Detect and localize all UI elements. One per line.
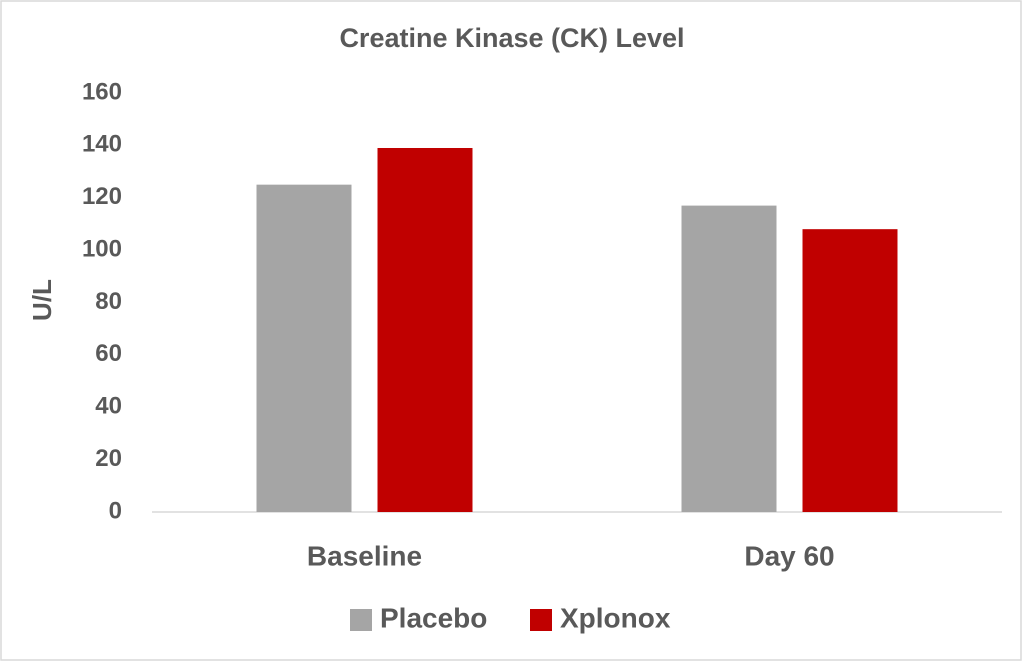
bar [681,205,777,512]
y-tick-label: 160 [82,78,122,105]
x-tick-label: Day 60 [744,540,834,571]
legend-label: Placebo [380,602,487,633]
y-tick-label: 20 [95,445,122,472]
y-tick-label: 0 [109,497,122,524]
y-tick-label: 60 [95,340,122,367]
y-tick-label: 40 [95,393,122,420]
bar [802,229,898,513]
y-tick-label: 80 [95,288,122,315]
x-tick-label: Baseline [307,540,422,571]
y-tick-label: 140 [82,131,122,158]
y-tick-label: 120 [82,183,122,210]
y-axis-label: U/L [27,279,57,321]
y-tick-label: 100 [82,235,122,262]
chart-title: Creatine Kinase (CK) Level [339,23,684,53]
bar [377,147,473,512]
bar [256,184,352,512]
legend-swatch [530,609,552,631]
legend-label: Xplonox [560,602,671,633]
legend-swatch [350,609,372,631]
